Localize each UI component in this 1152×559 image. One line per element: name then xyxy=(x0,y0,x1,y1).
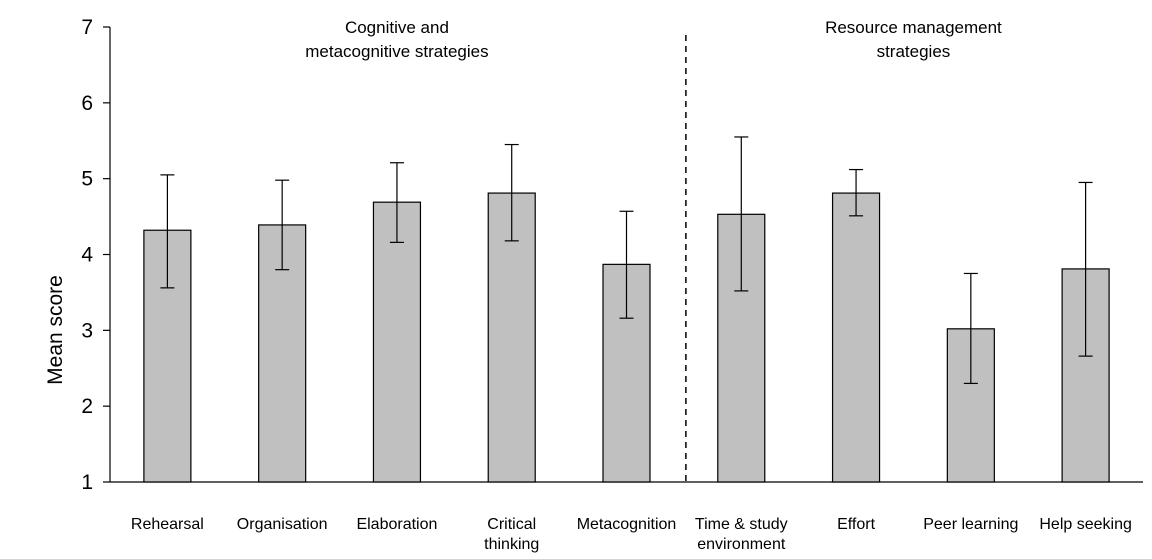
x-category-label: Rehearsal xyxy=(131,516,204,533)
group-label-line: Resource management xyxy=(825,18,1002,37)
group-labels: Cognitive and metacognitive strategies Res… xyxy=(305,18,1002,61)
group-label: Resource management strategies xyxy=(825,18,1002,61)
x-category-label-line: Effort xyxy=(837,516,876,533)
x-category-label-line: Critical xyxy=(487,516,536,533)
bar xyxy=(831,192,881,483)
y-tick-label: 4 xyxy=(81,244,93,267)
x-category-label: Effort xyxy=(837,516,876,533)
x-category-label-line: Organisation xyxy=(237,516,328,533)
x-labels: Rehearsal Organisation Elaboration Critical… xyxy=(131,516,1132,553)
group-label-line: metacognitive strategies xyxy=(305,42,488,61)
bars xyxy=(143,192,1110,483)
x-category-label: Metacognition xyxy=(577,516,677,533)
x-category-label-line: Peer learning xyxy=(923,516,1018,533)
x-category-label-line: Rehearsal xyxy=(131,516,204,533)
y-ticks: 1 2 3 4 5 6 7 xyxy=(81,16,110,494)
bar xyxy=(372,201,422,483)
group-label-line: strategies xyxy=(877,42,951,61)
x-category-label-line: environment xyxy=(697,536,786,553)
y-tick-label: 2 xyxy=(81,395,93,418)
y-tick-label: 3 xyxy=(81,319,93,342)
group-label-line: Cognitive and xyxy=(345,18,449,37)
y-tick-label: 7 xyxy=(81,16,93,39)
x-category-label-line: Help seeking xyxy=(1039,516,1132,533)
x-category-label-line: Metacognition xyxy=(577,516,677,533)
x-category-label: Help seeking xyxy=(1039,516,1132,533)
bar xyxy=(143,229,192,483)
y-tick-label: 1 xyxy=(81,471,93,494)
error-bars xyxy=(160,136,1093,385)
y-axis-title-group: Mean score xyxy=(44,275,67,385)
x-category-label: Critical thinking xyxy=(484,516,539,553)
y-tick-label: 5 xyxy=(81,168,93,191)
x-category-label-line: Time & study xyxy=(695,516,788,533)
y-tick-label: 6 xyxy=(81,92,93,115)
group-label: Cognitive and metacognitive strategies xyxy=(305,18,488,61)
x-category-label: Peer learning xyxy=(923,516,1018,533)
y-axis-title: Mean score xyxy=(44,275,67,385)
x-category-label-line: Elaboration xyxy=(356,516,437,533)
x-category-label: Organisation xyxy=(237,516,328,533)
x-category-label: Time & study environment xyxy=(695,516,788,553)
x-category-label-line: thinking xyxy=(484,536,539,553)
x-category-label: Elaboration xyxy=(356,516,437,533)
